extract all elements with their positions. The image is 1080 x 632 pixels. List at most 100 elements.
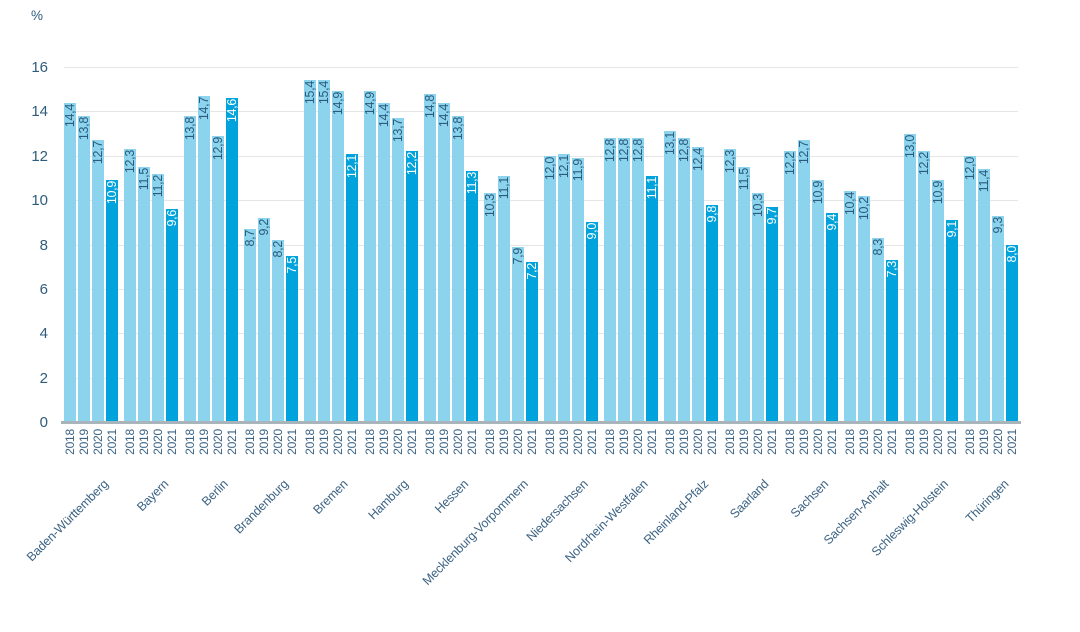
- year-cell: 2021: [705, 429, 719, 469]
- year-cell: 2018: [183, 429, 197, 469]
- year-cell: 2018: [543, 429, 557, 469]
- year-tick-label: 2018: [843, 429, 857, 455]
- bar-value-label: 13,7: [391, 119, 405, 143]
- year-cell: 2020: [211, 429, 225, 469]
- gridline: [64, 155, 1018, 157]
- bar-value-label: 12,7: [91, 141, 105, 165]
- year-cell: 2019: [797, 429, 811, 469]
- year-tick-label: 2021: [1005, 429, 1019, 455]
- year-tick-label: 2018: [423, 429, 437, 455]
- year-cell: 2020: [871, 429, 885, 469]
- year-cell: 2019: [557, 429, 571, 469]
- bar: 13,8: [451, 115, 465, 422]
- bar-value-label: 10,9: [931, 181, 945, 205]
- bar: 11,9: [571, 157, 585, 422]
- bar: 12,2: [917, 151, 931, 422]
- year-cell: 2020: [331, 429, 345, 469]
- year-tick-label: 2021: [105, 429, 119, 455]
- bar-value-label: 12,9: [211, 136, 225, 160]
- x-axis-year-labels: 2018 2019 2020 2021 2018 2019 2020 2021 2018 2019…: [63, 429, 1019, 469]
- bar: 14,4: [63, 102, 77, 422]
- plot-area: 14,4 13,8 12,7 10,9 12,3 11,5 11,2 9,6 13,8 14,7 1…: [61, 67, 1021, 424]
- bar: 14,9: [363, 91, 377, 422]
- year-cell: 2019: [857, 429, 871, 469]
- state-cell: Berlin: [184, 477, 238, 607]
- state-tick-label: Sachsen: [787, 477, 831, 521]
- bar: 11,5: [137, 166, 151, 422]
- state-tick-label: Hamburg: [365, 477, 411, 523]
- bar: 12,8: [617, 138, 631, 422]
- year-cell: 2019: [917, 429, 931, 469]
- year-cell: 2021: [285, 429, 299, 469]
- state-cell: Bremen: [304, 477, 358, 607]
- bar: 7,5: [285, 255, 299, 422]
- bar-value-label: 12,0: [963, 156, 977, 180]
- bar-value-label: 12,8: [677, 139, 691, 163]
- bar: 12,3: [123, 149, 137, 422]
- year-cell: 2021: [405, 429, 419, 469]
- year-tick-label: 2021: [465, 429, 479, 455]
- bar-group: 12,2 12,7 10,9 9,4: [783, 67, 839, 422]
- year-tick-label: 2021: [645, 429, 659, 455]
- state-tick-label: Baden-Württemberg: [23, 477, 111, 565]
- bar-value-label: 12,1: [557, 154, 571, 178]
- bar: 11,2: [151, 173, 165, 422]
- bar-value-label: 12,7: [797, 141, 811, 165]
- year-group: 2018 2019 2020 2021: [303, 429, 359, 469]
- x-axis-baseline: [61, 421, 1021, 424]
- bar-value-label: 11,5: [137, 167, 151, 191]
- bar-value-label: 14,4: [377, 103, 391, 127]
- year-tick-label: 2021: [165, 429, 179, 455]
- bar-value-label: 12,2: [405, 152, 419, 176]
- year-tick-label: 2019: [257, 429, 271, 455]
- bar-value-label: 10,4: [843, 192, 857, 216]
- year-tick-label: 2019: [557, 429, 571, 455]
- year-tick-label: 2018: [363, 429, 377, 455]
- bar-value-label: 15,4: [303, 81, 317, 105]
- year-tick-label: 2021: [945, 429, 959, 455]
- year-tick-label: 2018: [663, 429, 677, 455]
- bar-value-label: 11,3: [465, 172, 479, 195]
- year-tick-label: 2018: [123, 429, 137, 455]
- year-cell: 2020: [511, 429, 525, 469]
- bar-group: 13,0 12,2 10,9 9,1: [903, 67, 959, 422]
- year-tick-label: 2019: [857, 429, 871, 455]
- state-tick-label: Saarland: [726, 477, 771, 522]
- year-cell: 2021: [465, 429, 479, 469]
- bar-group: 10,4 10,2 8,3 7,3: [843, 67, 899, 422]
- year-cell: 2021: [645, 429, 659, 469]
- year-cell: 2020: [451, 429, 465, 469]
- year-cell: 2018: [723, 429, 737, 469]
- year-cell: 2019: [437, 429, 451, 469]
- bar-value-label: 11,5: [737, 167, 751, 191]
- year-group: 2018 2019 2020 2021: [723, 429, 779, 469]
- bar-value-label: 12,2: [783, 152, 797, 176]
- year-group: 2018 2019 2020 2021: [243, 429, 299, 469]
- bar-value-label: 15,4: [317, 81, 331, 105]
- bar: 12,4: [691, 146, 705, 422]
- year-tick-label: 2019: [437, 429, 451, 455]
- year-cell: 2021: [105, 429, 119, 469]
- bar: 10,9: [105, 180, 119, 422]
- bar-value-label: 14,8: [423, 94, 437, 118]
- bar: 10,3: [751, 193, 765, 422]
- bar: 12,8: [631, 138, 645, 422]
- year-cell: 2018: [243, 429, 257, 469]
- year-tick-label: 2020: [811, 429, 825, 455]
- bar: 10,4: [843, 191, 857, 422]
- year-cell: 2021: [825, 429, 839, 469]
- bar-value-label: 10,2: [857, 196, 871, 220]
- year-tick-label: 2020: [751, 429, 765, 455]
- year-group: 2018 2019 2020 2021: [423, 429, 479, 469]
- y-axis-tick-label: 14: [31, 103, 48, 121]
- state-cell: Saarland: [724, 477, 778, 607]
- year-group: 2018 2019 2020 2021: [363, 429, 419, 469]
- bar: 13,1: [663, 131, 677, 422]
- bar: 12,1: [557, 153, 571, 422]
- bar: 12,0: [543, 155, 557, 422]
- year-tick-label: 2019: [737, 429, 751, 455]
- year-cell: 2021: [585, 429, 599, 469]
- year-cell: 2019: [977, 429, 991, 469]
- bar: 14,7: [197, 95, 211, 422]
- year-tick-label: 2018: [183, 429, 197, 455]
